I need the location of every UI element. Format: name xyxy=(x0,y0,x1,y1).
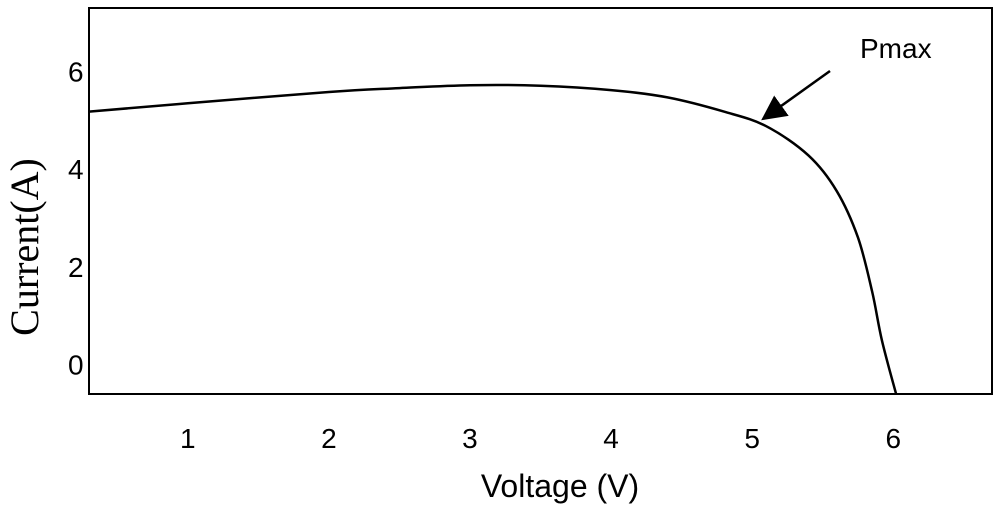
y-tick-label: 4 xyxy=(68,154,84,185)
x-tick-label: 4 xyxy=(603,423,619,454)
y-tick-label: 2 xyxy=(68,252,84,283)
pmax-arrow xyxy=(761,69,831,121)
x-tick-label: 2 xyxy=(321,423,337,454)
plot-frame xyxy=(88,7,993,395)
y-tick-label: 6 xyxy=(68,57,84,88)
iv-curve-line xyxy=(88,83,898,395)
y-tick-labels: 0 2 4 6 xyxy=(68,57,84,381)
y-axis-label: Current(A) xyxy=(2,158,47,336)
x-tick-label: 6 xyxy=(885,423,901,454)
x-tick-labels: 1 2 3 4 5 6 xyxy=(180,423,901,454)
x-tick-label: 3 xyxy=(462,423,478,454)
x-axis-label: Voltage (V) xyxy=(481,468,639,504)
x-tick-label: 5 xyxy=(744,423,760,454)
y-tick-label: 0 xyxy=(68,350,84,381)
pmax-annotation-label: Pmax xyxy=(860,33,932,64)
x-tick-label: 1 xyxy=(180,423,196,454)
